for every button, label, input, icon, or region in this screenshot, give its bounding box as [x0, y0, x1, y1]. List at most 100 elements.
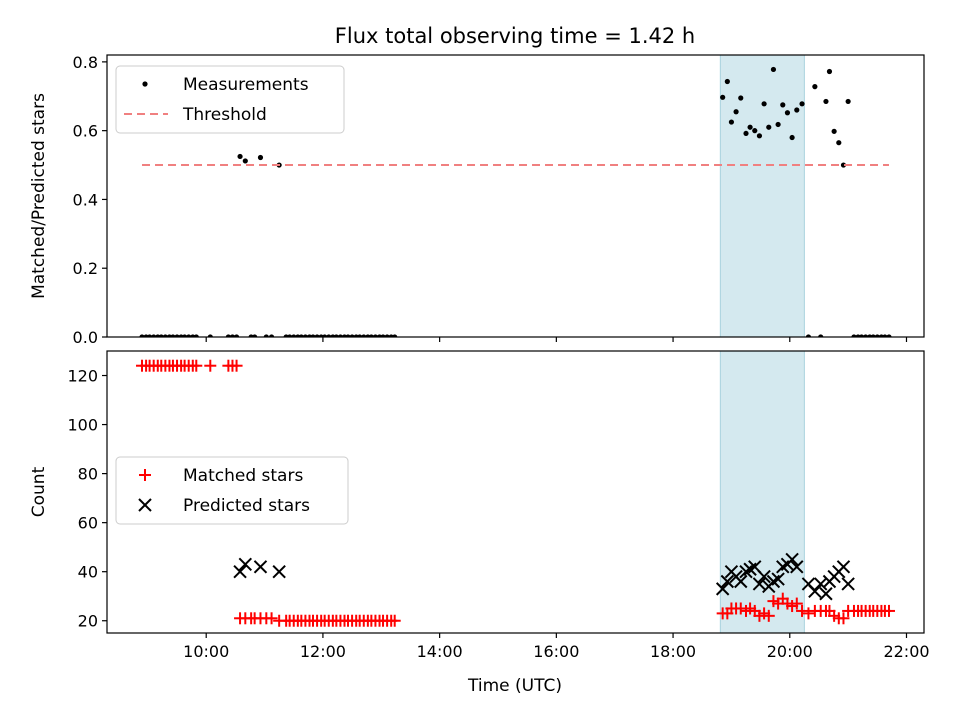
observing-window-span — [719, 54, 805, 338]
measurement-point — [743, 130, 749, 137]
legend-label: Threshold — [182, 105, 267, 125]
panel-ratio: 0.0 0.2 0.4 0.6 0.8 Matched/Predicted stars Me… — [29, 53, 925, 347]
measurement-point — [193, 334, 199, 337]
matched-star-marker — [388, 614, 401, 627]
y-tick-label: 80 — [78, 465, 98, 484]
measurement-point — [733, 109, 739, 115]
measurement-point — [826, 68, 833, 75]
legend-label: Predicted stars — [183, 496, 310, 516]
y-tick-label: 0.6 — [73, 122, 98, 141]
measurement-point — [174, 334, 180, 337]
predicted-star-marker — [808, 584, 822, 599]
measurement-point — [836, 140, 842, 146]
y-tick-label: 0.8 — [73, 53, 98, 72]
measurement-point — [392, 334, 398, 337]
plot-area — [136, 359, 895, 627]
measurement-point — [298, 334, 304, 337]
measurement-point — [263, 334, 269, 337]
y-tick-label: 100 — [67, 416, 98, 435]
predicted-star-marker — [253, 560, 268, 574]
y-tick-label: 0.0 — [73, 328, 98, 347]
matched-star-marker — [204, 359, 217, 372]
measurement-point — [225, 334, 231, 337]
measurement-point — [818, 334, 824, 337]
measurement-point — [302, 334, 309, 337]
measurement-point — [812, 84, 818, 90]
measurement-point — [845, 98, 851, 105]
measurement-point — [252, 334, 258, 337]
measurement-point — [766, 124, 772, 130]
predicted-star-marker — [841, 577, 855, 591]
measurement-point — [268, 334, 275, 337]
y-tick-label: 0.4 — [73, 190, 98, 209]
measurement-point — [162, 334, 168, 337]
predicted-star-marker — [771, 572, 785, 586]
measurement-point — [805, 334, 812, 337]
legend: Measurements Threshold — [115, 65, 345, 134]
matched-star-marker — [762, 609, 775, 622]
y-axis-label: Count — [29, 466, 49, 517]
measurement-point — [870, 334, 876, 337]
axes-frame — [106, 350, 925, 634]
plot-area — [139, 66, 892, 337]
predicted-star-marker — [720, 574, 735, 589]
measurement-point — [233, 334, 240, 337]
x-tick-label: 20:00 — [767, 642, 813, 661]
measurement-point — [858, 334, 865, 337]
measurement-point — [229, 334, 236, 337]
legend-swatch-measurements — [142, 81, 148, 87]
predicted-star-marker — [819, 587, 833, 601]
measurement-point — [761, 101, 767, 107]
measurement-point — [186, 334, 192, 337]
x-tick-label: 10:00 — [183, 642, 229, 661]
measurement-point — [863, 334, 869, 337]
x-tick-label: 14:00 — [417, 642, 463, 661]
panel-count: 10:00 12:00 14:00 16:00 18:00 20:00 22:00 20 40 6… — [29, 350, 930, 661]
measurement-point — [724, 78, 730, 85]
measurement-point — [207, 334, 213, 337]
measurement-point — [170, 334, 176, 337]
measurement-point — [747, 124, 753, 130]
y-tick-label: 40 — [78, 563, 98, 582]
measurement-point — [291, 334, 297, 337]
measurement-point — [151, 334, 157, 337]
axes-frame — [106, 54, 925, 338]
measurement-point — [158, 334, 164, 337]
matched-star-marker — [796, 604, 809, 617]
measurement-point — [789, 134, 795, 141]
measurement-point — [361, 334, 367, 337]
measurement-point — [831, 128, 837, 134]
measurement-point — [380, 334, 386, 337]
measurement-point — [333, 334, 339, 337]
predicted-star-marker — [715, 582, 730, 596]
measurement-point — [775, 121, 781, 128]
measurement-point — [756, 133, 763, 139]
measurement-point — [349, 334, 355, 337]
measurement-point — [770, 66, 777, 73]
measurement-point — [784, 110, 791, 116]
measurement-point — [738, 95, 744, 101]
legend-label: Matched stars — [183, 466, 303, 486]
predicted-star-marker — [238, 557, 253, 572]
legend-label: Measurements — [183, 75, 309, 95]
predicted-star-marker — [739, 564, 753, 579]
measurement-point — [345, 334, 351, 337]
measurement-point — [720, 94, 726, 100]
predicted-star-marker — [814, 577, 828, 591]
x-tick-label: 18:00 — [650, 642, 696, 661]
predicted-star-marker — [785, 552, 799, 567]
measurement-point — [851, 334, 857, 337]
measurement-point — [823, 98, 829, 105]
measurement-point — [794, 107, 800, 113]
measurement-point — [799, 101, 805, 107]
y-tick-label: 0.2 — [73, 259, 98, 278]
measurement-point — [840, 162, 847, 168]
measurement-point — [310, 334, 316, 337]
legend-box — [115, 456, 349, 525]
measurement-point — [287, 334, 293, 337]
x-axis-label: Time (UTC) — [467, 676, 562, 696]
measurement-point — [242, 158, 248, 164]
measurement-point — [384, 334, 390, 337]
observing-window-span — [719, 350, 805, 634]
legend: Matched stars Predicted stars — [115, 456, 349, 525]
